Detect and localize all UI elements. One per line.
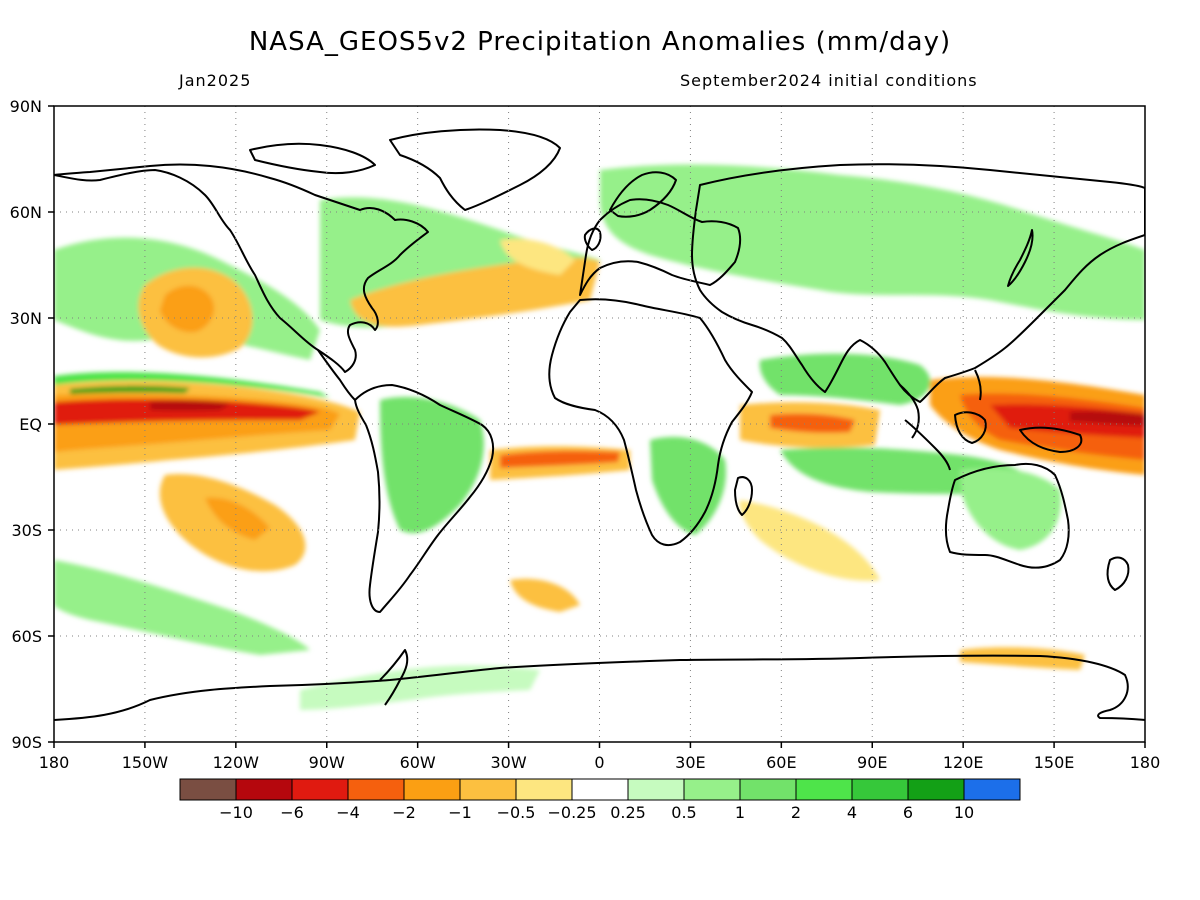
lat-tick-label: 90S: [11, 733, 42, 752]
lat-tick-label: 30S: [11, 521, 42, 540]
colorbar-label: 2: [791, 803, 801, 822]
madagascar-outline: [734, 476, 753, 516]
lat-tick-label: EQ: [19, 415, 42, 434]
anomaly-dry-southern-ocean: [739, 500, 880, 581]
anomaly-dry-atlantic-inner: [500, 238, 575, 275]
colorbar-label: 0.5: [671, 803, 696, 822]
colorbar-swatch: [291, 778, 349, 801]
lon-tick-label: 30E: [675, 753, 705, 772]
lon-tick-label: 60W: [400, 753, 436, 772]
colorbar-swatch: [403, 778, 461, 801]
colorbar-label: 10: [954, 803, 974, 822]
new-guinea-outline: [1019, 426, 1083, 453]
colorbar-label: −1: [448, 803, 472, 822]
lon-tick-label: 180: [39, 753, 70, 772]
colorbar-label: −0.25: [547, 803, 596, 822]
colorbar-swatch: [347, 778, 405, 801]
colorbar-swatch: [851, 778, 909, 801]
colorbar-label: 1: [735, 803, 745, 822]
japan-outline: [1007, 229, 1034, 287]
borneo-outline: [954, 411, 987, 444]
south-america-outline: [354, 384, 495, 613]
colorbar-label: −2: [392, 803, 416, 822]
colorbar: [179, 778, 1021, 801]
asia-outline: [691, 163, 1145, 403]
anomaly-dry-equatorial-pacific-core: [54, 399, 320, 425]
colorbar-label: −4: [336, 803, 360, 822]
scandinavia-outline: [609, 171, 677, 218]
colorbar-swatch: [571, 778, 629, 801]
anomaly-wet-africa: [650, 436, 726, 535]
anomaly-dry-south-atlantic-core: [500, 450, 620, 468]
colorbar-swatch: [907, 778, 965, 801]
lon-tick-label: 60E: [766, 753, 796, 772]
colorbar-label: −0.5: [497, 803, 536, 822]
antarctic-peninsula-outline: [379, 649, 409, 706]
anomaly-wet-australia-north: [960, 468, 1061, 550]
anomaly-wet-itcz-core: [70, 385, 190, 394]
lat-tick-label: 30N: [10, 309, 42, 328]
new-zealand-outline: [1106, 556, 1130, 591]
colorbar-swatch: [459, 778, 517, 801]
australia-outline: [944, 462, 1070, 569]
anomaly-wet-south-america: [380, 396, 484, 534]
colorbar-swatch: [235, 778, 293, 801]
colorbar-swatch: [963, 778, 1021, 801]
lat-tick-label: 60N: [10, 203, 42, 222]
lon-tick-label: 90E: [857, 753, 887, 772]
anomaly-wet-itcz: [54, 372, 330, 398]
canadian-archipelago-outline: [249, 142, 376, 175]
colorbar-label: 4: [847, 803, 857, 822]
colorbar-swatch: [683, 778, 741, 801]
philippines-outline: [974, 369, 982, 401]
map-title: NASA_GEOS5v2 Precipitation Anomalies (mm…: [248, 27, 952, 57]
anomaly-dry-south-pacific-core: [205, 497, 270, 540]
colorbar-labels: −10 −6 −4 −2 −1 −0.5 −0.25 0.25 0.5 1 2 4 6 10: [219, 803, 974, 822]
greenland-outline: [389, 128, 561, 211]
colorbar-swatch: [179, 778, 237, 801]
colorbar-swatch: [627, 778, 685, 801]
valid-time-label: Jan2025: [179, 71, 252, 90]
latitude-axis: 90N 60N 30N EQ 30S 60S 90S: [10, 97, 54, 752]
anomaly-wet-south-pacific-band: [54, 560, 310, 655]
north-america-outline: [54, 163, 429, 373]
lon-tick-label: 90W: [309, 753, 345, 772]
lon-tick-label: 120E: [943, 753, 984, 772]
anomaly-dry-west-pacific-peak: [1070, 411, 1145, 426]
lon-tick-label: 150W: [122, 753, 169, 772]
antarctica-outline: [54, 654, 1145, 721]
africa-outline: [548, 298, 753, 547]
lat-tick-label: 90N: [10, 97, 42, 116]
anomaly-wet-antarctic: [300, 665, 540, 710]
colorbar-swatch: [795, 778, 853, 801]
colorbar-label: 0.25: [610, 803, 646, 822]
lon-tick-label: 150E: [1034, 753, 1075, 772]
colorbar-label: −6: [280, 803, 304, 822]
anomaly-dry-atlantic: [350, 257, 600, 327]
init-conditions-label: September2024 initial conditions: [680, 71, 978, 90]
lon-tick-label: 180: [1130, 753, 1161, 772]
colorbar-swatch: [739, 778, 797, 801]
sumatra-outline: [904, 419, 951, 471]
lon-tick-label: 30W: [490, 753, 526, 772]
colorbar-label: 6: [903, 803, 913, 822]
anomaly-wet-eurasia: [600, 164, 1145, 320]
colorbar-label: −10: [219, 803, 253, 822]
anomaly-dry-equatorial-pacific-peak: [150, 400, 230, 411]
central-america-outline: [317, 349, 356, 401]
coastlines: [54, 128, 1145, 721]
gridlines: [54, 106, 1145, 742]
lat-tick-label: 60S: [11, 627, 42, 646]
longitude-axis: 180 150W 120W 90W 60W 30W 0 30E 60E 90E 120E 150E 18…: [39, 742, 1161, 772]
anomaly-dry-ne-pacific-core: [160, 285, 215, 333]
uk-outline: [583, 227, 602, 251]
lon-tick-label: 0: [594, 753, 604, 772]
anomaly-wet-indian-maritime: [759, 353, 931, 405]
colorbar-swatch: [515, 778, 573, 801]
anomaly-dry-southern-atlantic-high: [510, 578, 580, 612]
anomaly-dry-indian-ocean-core: [770, 413, 855, 433]
lon-tick-label: 120W: [213, 753, 260, 772]
